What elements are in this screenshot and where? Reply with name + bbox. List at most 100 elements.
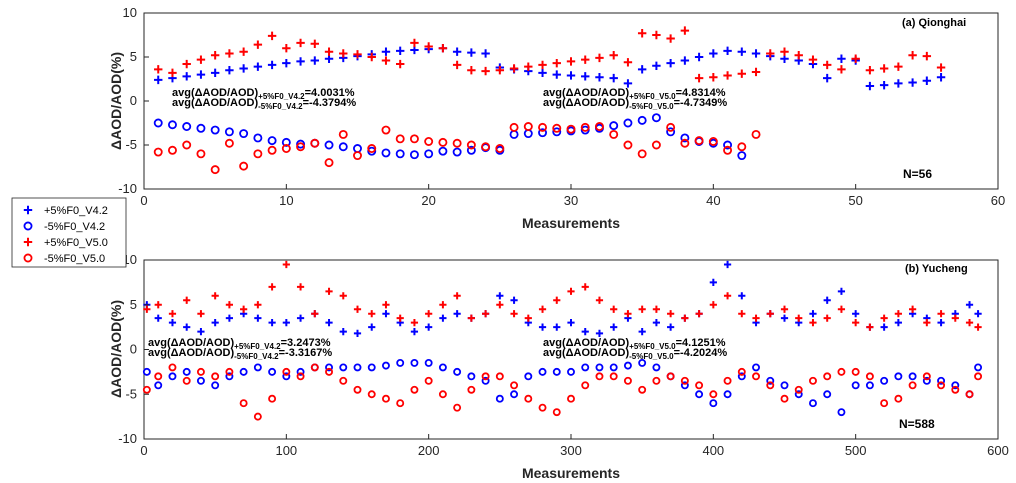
panel-b-data-point bbox=[496, 301, 504, 309]
panel-b-data-point bbox=[723, 292, 732, 300]
annotation-main: avg(ΔAOD/AOD) bbox=[543, 337, 629, 349]
panel-b-data-point bbox=[254, 301, 262, 309]
panel-a-data-point bbox=[666, 58, 675, 68]
panel-b-data-point bbox=[909, 305, 917, 313]
panel-a-data-point bbox=[652, 61, 661, 70]
panel-b-data-point bbox=[624, 310, 632, 318]
panel-a-data-point bbox=[210, 125, 220, 135]
panel-a-data-point bbox=[409, 134, 419, 144]
panel-a-data-point bbox=[623, 140, 633, 150]
panel-a-data-point bbox=[523, 122, 533, 131]
panel-b-xtick-label: 600 bbox=[987, 443, 1009, 458]
panel-b-data-point bbox=[439, 314, 447, 322]
panel-b-data-point bbox=[325, 363, 333, 372]
panel-a-data-point bbox=[296, 38, 305, 48]
panel-b-data-point bbox=[538, 367, 547, 376]
panel-b-data-point bbox=[282, 319, 290, 327]
panel-a-data-point bbox=[424, 42, 433, 51]
panel-a-data-point bbox=[154, 65, 163, 74]
panel-b-data-point bbox=[353, 385, 362, 394]
panel-b-data-point bbox=[142, 385, 151, 394]
legend-label: -5%F0_V5.0 bbox=[44, 253, 105, 265]
panel-b-data-point bbox=[453, 403, 462, 412]
panel-b-data-point bbox=[339, 292, 347, 300]
panel-b-data-point bbox=[752, 314, 760, 322]
panel-a-data-point bbox=[381, 47, 391, 56]
panel-a-ticks: 0 10 20 30 40 50 60 -10 -5 0 5 10 bbox=[118, 5, 1005, 208]
panel-a-data-point bbox=[267, 60, 277, 70]
panel-a-data-point bbox=[466, 145, 476, 155]
panel-b-data-point bbox=[182, 376, 191, 385]
panel-b-data-point bbox=[837, 408, 846, 417]
panel-b-data-point bbox=[865, 381, 874, 390]
panel-b-series-+5%F0_V4.2 bbox=[143, 260, 982, 337]
panel-b-data-point bbox=[197, 310, 205, 318]
panel-a-data-point bbox=[324, 158, 334, 168]
annotation-sub: +5%F0_V5.0 bbox=[629, 92, 676, 101]
panel-a-qionghai: 0 10 20 30 40 50 60 -10 -5 0 5 10 (a) Qionghai N=56… bbox=[108, 5, 1005, 231]
panel-b-data-point bbox=[581, 363, 590, 372]
panel-b-data-point bbox=[567, 287, 575, 295]
panel-a-xtick-label: 40 bbox=[706, 193, 720, 208]
legend-items: +5%F0_V4.2 -5%F0_V4.2 +5%F0_V5.0 -5%F0_V5.0 bbox=[23, 205, 108, 265]
panel-b-data-point bbox=[438, 363, 447, 372]
panel-a-ytick-label: 5 bbox=[130, 49, 137, 64]
panel-b-data-point bbox=[183, 323, 191, 331]
panel-b-series-+5%F0_V5.0 bbox=[143, 260, 982, 331]
panel-a-data-point bbox=[894, 79, 903, 88]
panel-b-data-point bbox=[851, 381, 860, 390]
panel-a-data-point bbox=[637, 149, 647, 159]
panel-b-data-point bbox=[780, 305, 789, 313]
panel-a-data-point bbox=[239, 161, 249, 171]
panel-b-annotation-2: avg(ΔAOD/AOD)+5%F0_V5.0=4.1251% avg(ΔAOD… bbox=[543, 337, 727, 361]
svg-text:avg(ΔAOD/AOD)+5%F0_V5.0=4.8314: avg(ΔAOD/AOD)+5%F0_V5.0=4.8314% bbox=[543, 87, 726, 101]
panel-b-data-point bbox=[382, 361, 390, 370]
panel-b-data-point bbox=[553, 323, 561, 331]
panel-b-data-point bbox=[538, 403, 547, 412]
panel-a-data-point bbox=[908, 78, 917, 87]
panel-b-data-point bbox=[723, 390, 732, 399]
panel-a-xtick-label: 60 bbox=[991, 193, 1005, 208]
panel-a-series-+5%F0_V5.0 bbox=[154, 26, 946, 83]
panel-a-data-point bbox=[310, 138, 320, 148]
panel-b-data-point bbox=[709, 278, 717, 286]
panel-b-data-point bbox=[154, 381, 163, 390]
panel-b-data-point bbox=[680, 381, 689, 390]
panel-b-data-point bbox=[481, 376, 490, 385]
panel-a-data-point bbox=[153, 118, 163, 128]
panel-b-data-point bbox=[894, 394, 903, 403]
panel-b-data-point bbox=[809, 319, 817, 327]
legend-marker bbox=[23, 253, 33, 263]
panel-a-data-point bbox=[395, 149, 405, 159]
panel-a-data-point bbox=[609, 121, 619, 131]
panel-a-data-point bbox=[182, 122, 192, 131]
panel-b-data-point bbox=[510, 296, 518, 304]
panel-a-data-point bbox=[182, 59, 191, 69]
panel-b-data-point bbox=[143, 305, 151, 313]
panel-b-xtick-label: 200 bbox=[418, 443, 440, 458]
panel-a-data-point bbox=[737, 151, 747, 161]
panel-b-data-point bbox=[837, 287, 846, 295]
annotation-value: =3.2473% bbox=[281, 337, 331, 349]
panel-a-data-point bbox=[737, 69, 746, 78]
panel-a-plot-area bbox=[143, 12, 999, 190]
panel-b-data-point bbox=[581, 283, 589, 291]
panel-b-data-point bbox=[410, 358, 419, 367]
legend-marker bbox=[23, 221, 33, 231]
svg-text:avg(ΔAOD/AOD)+5%F0_V4.2=3.2473: avg(ΔAOD/AOD)+5%F0_V4.2=3.2473% bbox=[148, 337, 331, 351]
panel-a-data-point bbox=[310, 56, 319, 65]
panel-a-data-point bbox=[651, 113, 661, 123]
annotation-value: =-4.7349% bbox=[674, 97, 728, 109]
panel-b-data-point bbox=[880, 323, 888, 331]
panel-a-series--5%F0_V5.0 bbox=[153, 122, 761, 175]
panel-a-data-point bbox=[224, 138, 234, 148]
panel-a-data-point bbox=[509, 122, 519, 132]
panel-b-data-point bbox=[196, 367, 205, 376]
panel-a-data-point bbox=[552, 123, 562, 133]
panel-a-data-point bbox=[737, 142, 747, 152]
panel-a-data-point bbox=[296, 142, 306, 152]
panel-a-data-point bbox=[324, 140, 334, 150]
legend-label: +5%F0_V4.2 bbox=[44, 205, 108, 217]
panel-b-data-point bbox=[623, 376, 632, 385]
